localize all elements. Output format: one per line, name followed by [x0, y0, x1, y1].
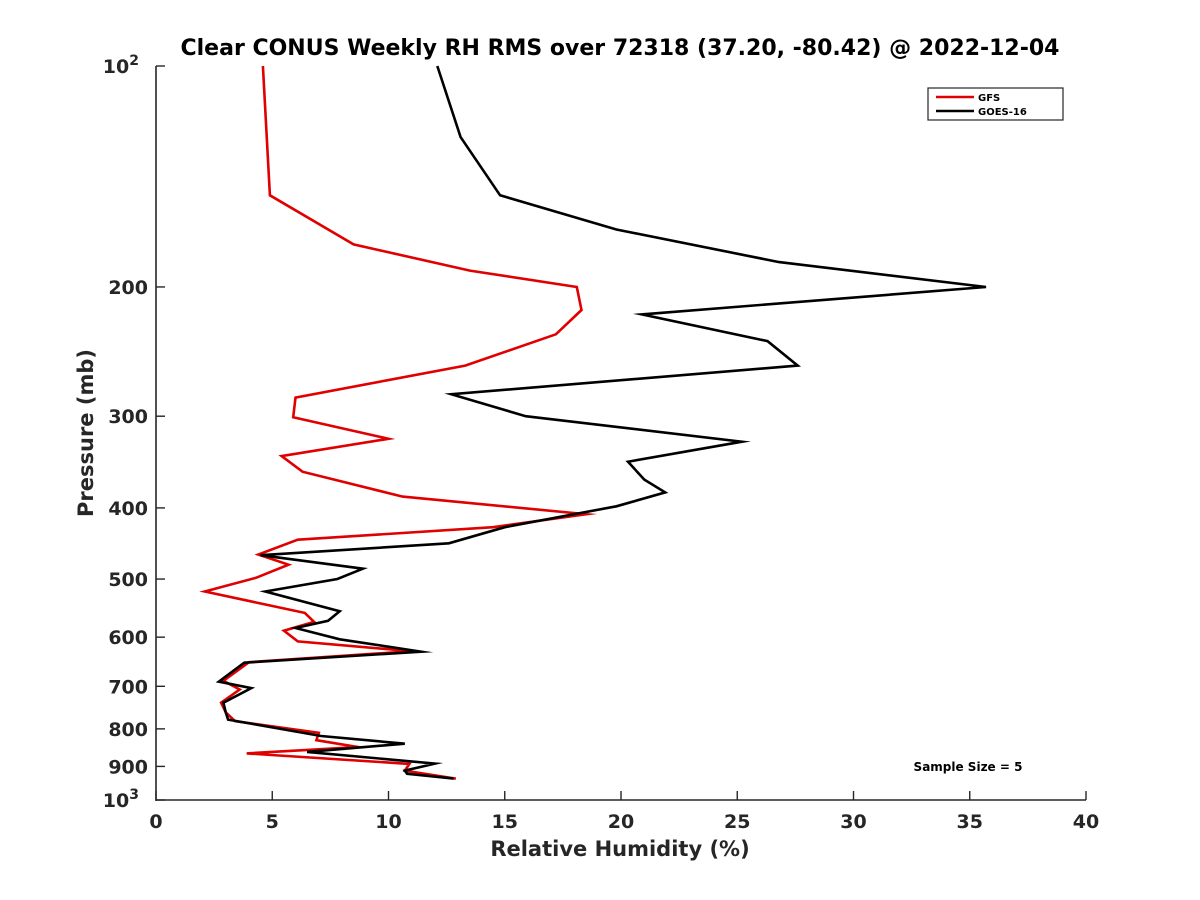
y-tick-label: 500: [108, 569, 148, 591]
x-tick-label: 35: [957, 811, 983, 833]
x-tick-label: 30: [840, 811, 866, 833]
y-tick-label: 102: [103, 53, 139, 78]
legend-label-gfs: GFS: [978, 93, 1000, 104]
legend: GFS GOES-16: [927, 87, 1064, 121]
legend-label-goes-16: GOES-16: [978, 107, 1027, 118]
x-tick-label: 0: [149, 811, 162, 833]
x-tick-label: 25: [724, 811, 750, 833]
x-tick-label: 15: [492, 811, 518, 833]
y-tick-label: 200: [108, 277, 148, 299]
y-tick-label: 103: [103, 787, 139, 812]
x-tick-label: 40: [1073, 811, 1099, 833]
x-tick-label: 20: [608, 811, 634, 833]
chart-title: Clear CONUS Weekly RH RMS over 72318 (37…: [181, 36, 1060, 61]
y-tick-label: 700: [108, 676, 148, 698]
x-ticks: 0 5 10 15 20 25 30 35 40: [149, 791, 1099, 833]
x-axis-title: Relative Humidity (%): [490, 837, 749, 861]
y-axis-title: Pressure (mb): [74, 349, 98, 517]
y-tick-label: 900: [108, 756, 148, 778]
y-tick-label: 300: [108, 406, 148, 428]
series-layer: [199, 65, 987, 780]
legend-box: [927, 87, 1064, 121]
sample-size-annotation: Sample Size = 5: [914, 760, 1023, 774]
y-tick-label: 800: [108, 719, 148, 741]
y-tick-label: 400: [108, 498, 148, 520]
series-line-gfs: [199, 65, 598, 780]
x-tick-label: 10: [375, 811, 401, 833]
x-tick-label: 5: [266, 811, 279, 833]
y-ticks: 102 200 300 400 500 600 700 800 900 103: [103, 53, 165, 812]
y-tick-label: 600: [108, 627, 148, 649]
series-line-goes-16: [215, 65, 987, 780]
